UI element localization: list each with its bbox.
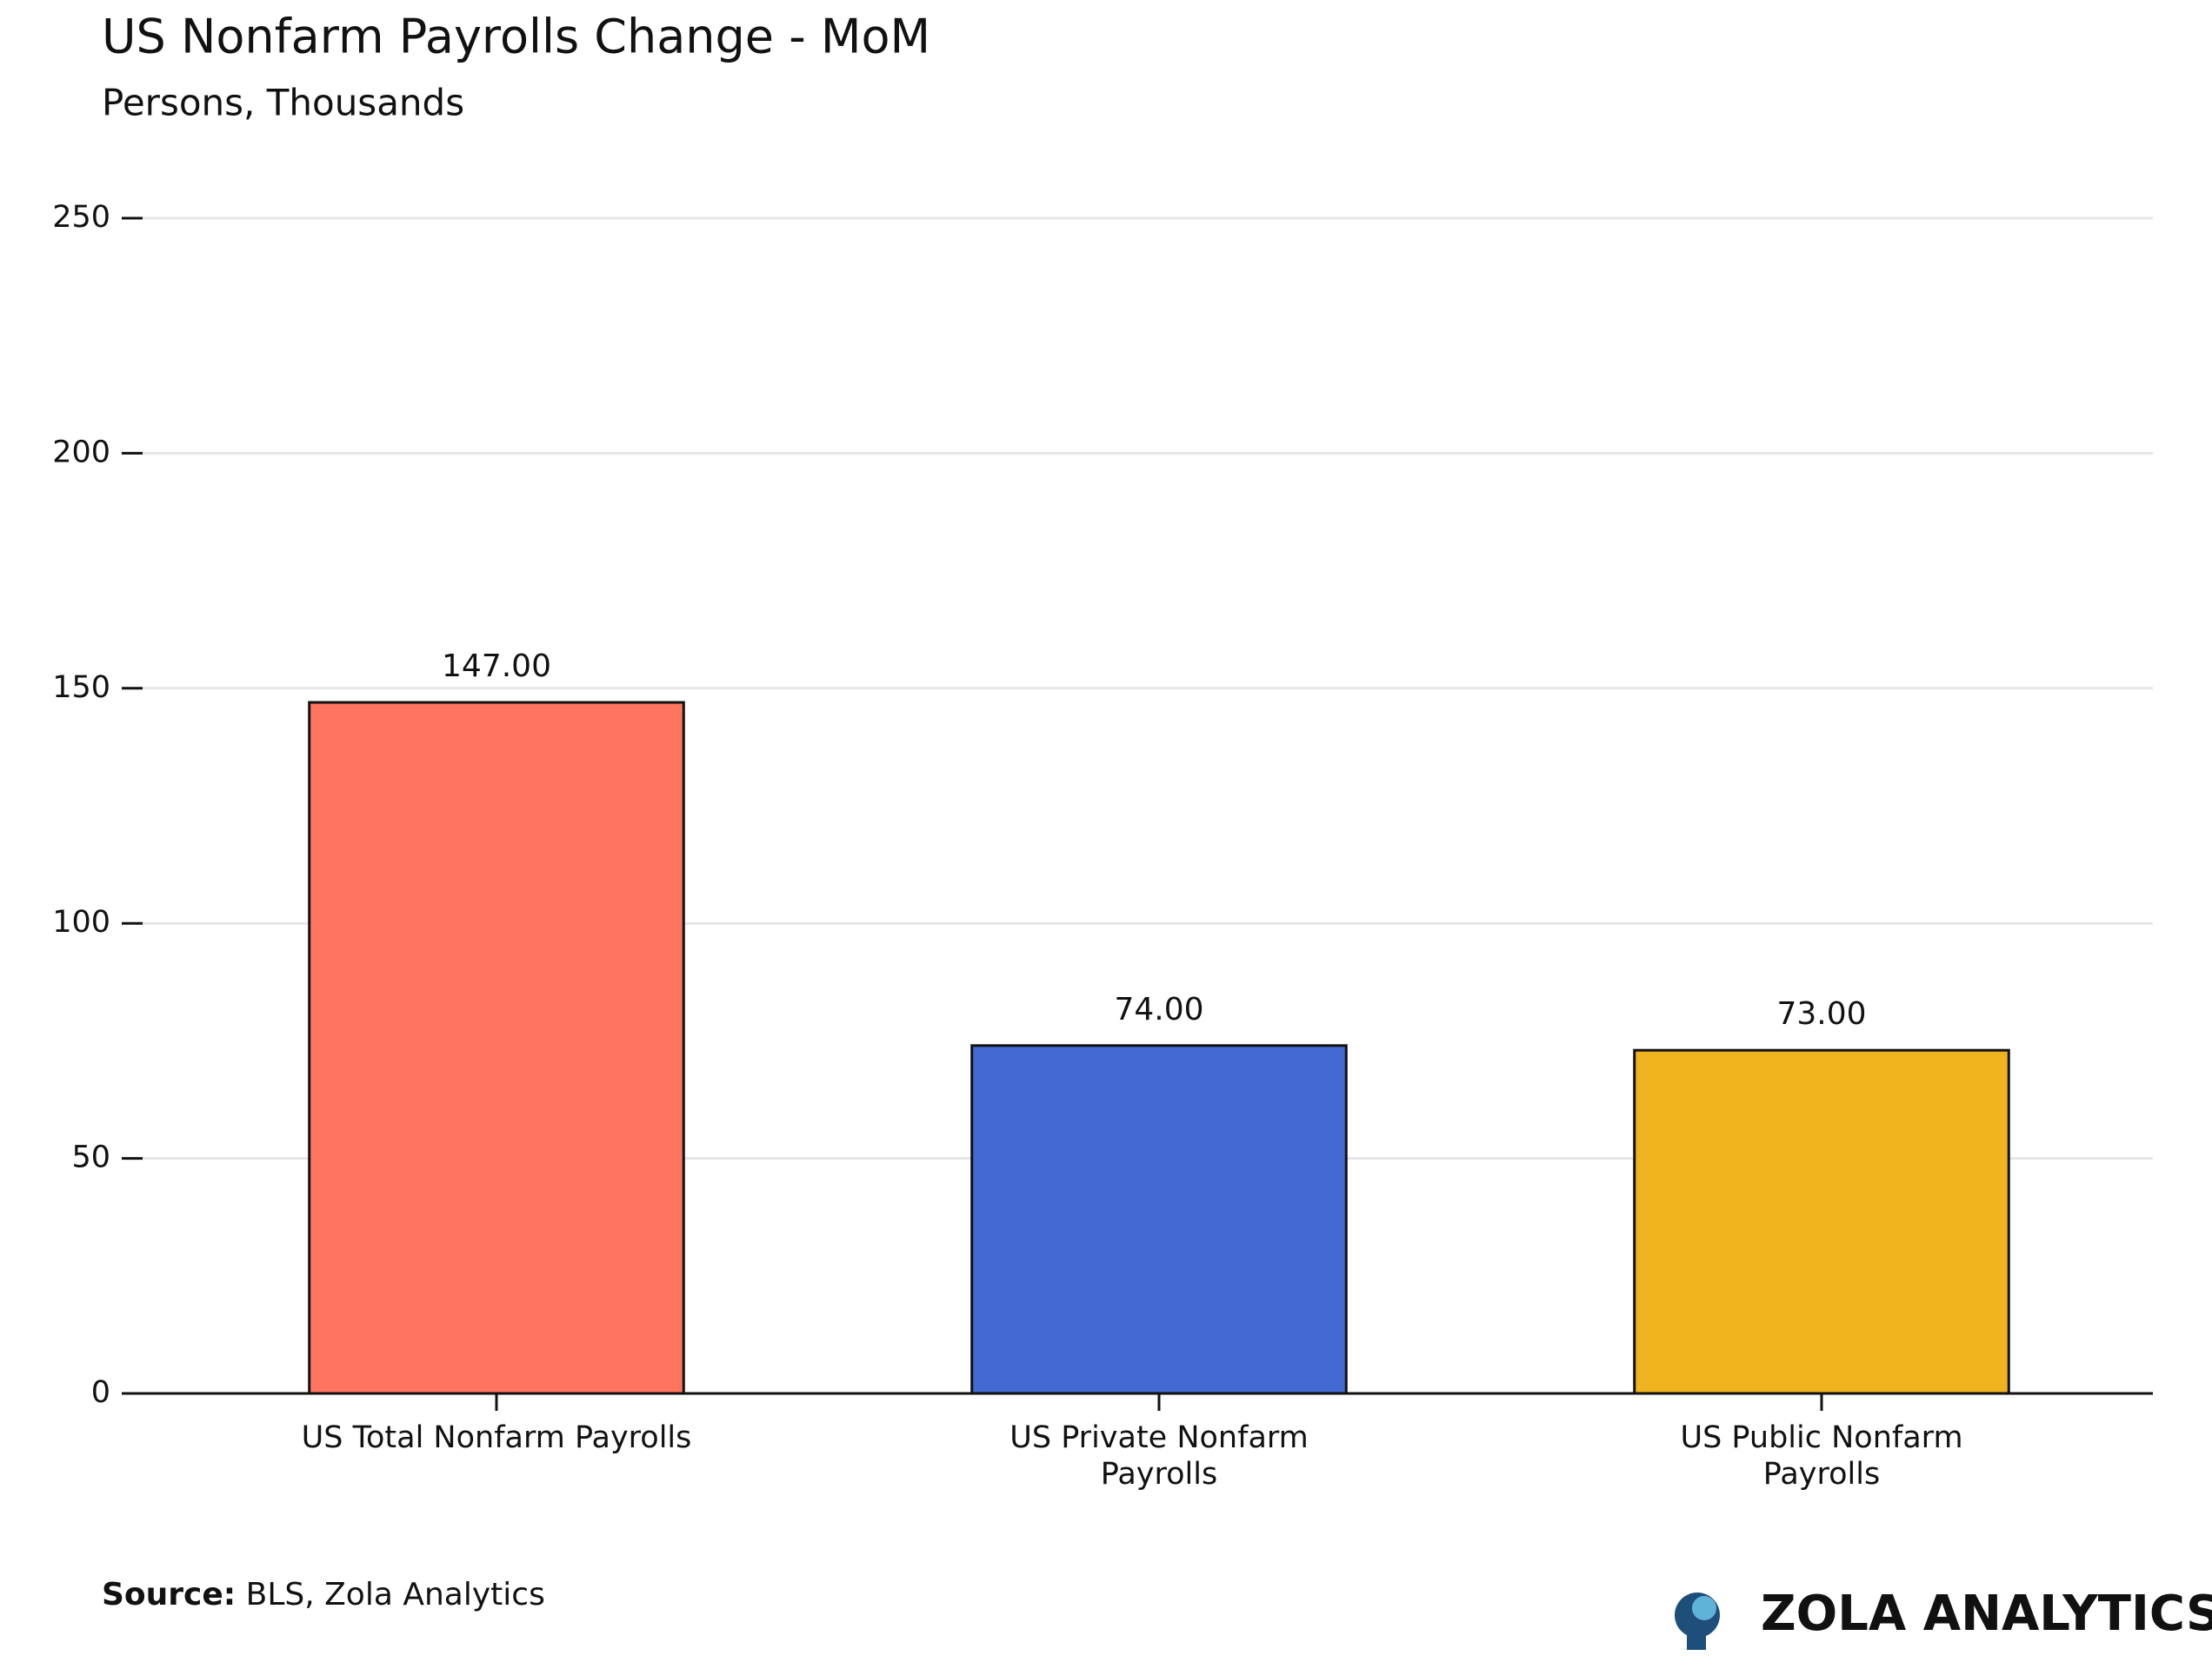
value-label: 74.00	[1114, 992, 1203, 1027]
y-tick-label: 200	[52, 435, 110, 469]
x-tick-label: US Public Nonfarm Payrolls	[1680, 1420, 1963, 1492]
bar	[1633, 1048, 2010, 1395]
value-label: 73.00	[1776, 996, 1866, 1032]
y-tick-label: 50	[71, 1140, 110, 1175]
brand: ZOLA ANALYTICS	[1761, 1586, 2212, 1642]
y-tick-label: 0	[91, 1375, 110, 1410]
chart-title: US Nonfarm Payrolls Change - MoM	[102, 10, 930, 64]
bar	[308, 701, 685, 1395]
y-tick-label: 100	[52, 905, 110, 940]
y-tick-label: 150	[52, 670, 110, 705]
source-text: BLS, Zola Analytics	[246, 1577, 545, 1612]
source-label: Source:	[102, 1577, 236, 1612]
source: Source: BLS, Zola Analytics	[102, 1577, 545, 1612]
chart-subtitle: Persons, Thousands	[102, 82, 464, 124]
logo	[1675, 1593, 1720, 1650]
value-label: 147.00	[442, 648, 551, 684]
y-tick-label: 250	[52, 200, 110, 235]
x-tick-label: US Private Nonfarm Payrolls	[1009, 1420, 1309, 1492]
bar	[970, 1044, 1348, 1395]
x-tick-label: US Total Nonfarm Payrolls	[301, 1420, 692, 1455]
